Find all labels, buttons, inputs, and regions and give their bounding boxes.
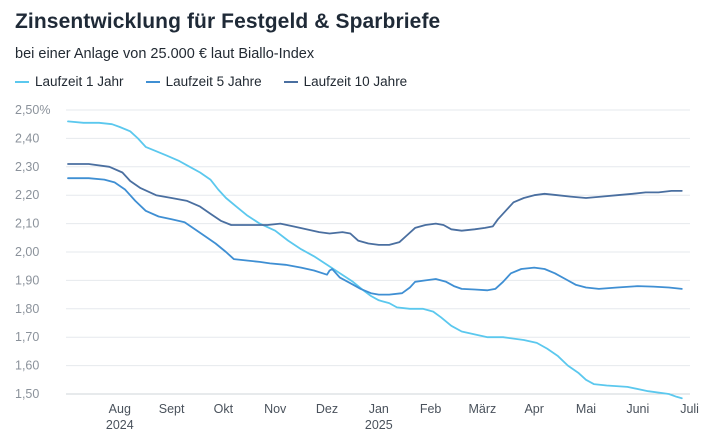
legend-swatch-1-jahr <box>15 80 29 83</box>
y-axis: 2,50% 2,40 2,30 2,20 2,10 2,00 1,90 1,80 1,70 1,6… <box>15 103 50 401</box>
y-tick-label: 1,90 <box>15 273 39 287</box>
x-tick-label: März <box>469 402 497 416</box>
x-tick-label: Juni <box>626 402 649 416</box>
chart-title: Zinsentwicklung für Festgeld & Sparbrief… <box>15 10 441 33</box>
x-tick-label: Sept <box>159 402 185 416</box>
x-tick-label: Mai <box>576 402 596 416</box>
chart-subtitle: bei einer Anlage von 25.000 € laut Biall… <box>15 46 315 62</box>
y-tick-label: 2,00 <box>15 245 39 259</box>
gridlines <box>66 109 690 395</box>
y-tick-label: 1,60 <box>15 359 39 373</box>
y-tick-label: 1,80 <box>15 302 39 316</box>
y-tick-label: 1,70 <box>15 330 39 344</box>
x-tick-label: Juli <box>680 402 699 416</box>
y-tick-label: 1,50 <box>15 387 39 401</box>
legend-item-1-jahr[interactable]: Laufzeit 1 Jahr <box>15 74 124 89</box>
x-tick-label: Aug <box>109 402 131 416</box>
y-tick-label: 2,50% <box>15 103 50 117</box>
x-tick-year-label: 2025 <box>365 418 393 432</box>
legend-label-5-jahre: Laufzeit 5 Jahre <box>165 74 262 89</box>
series-line-10-jahre[interactable] <box>67 163 683 246</box>
y-tick-label: 2,30 <box>15 160 39 174</box>
series-lines <box>67 120 683 400</box>
x-tick-label: Apr <box>524 402 543 416</box>
series-line-5-jahre[interactable] <box>67 177 683 296</box>
legend: Laufzeit 1 Jahr Laufzeit 5 Jahre Laufzei… <box>15 74 407 89</box>
x-tick-label: Feb <box>420 402 442 416</box>
legend-item-5-jahre[interactable]: Laufzeit 5 Jahre <box>145 74 262 89</box>
series-line-1-jahr[interactable] <box>67 120 683 400</box>
x-tick-year-label: 2024 <box>106 418 134 432</box>
legend-label-1-jahr: Laufzeit 1 Jahr <box>35 74 124 89</box>
legend-label-10-jahre: Laufzeit 10 Jahre <box>303 74 408 89</box>
x-tick-label: Jan <box>369 402 389 416</box>
legend-swatch-10-jahre <box>283 80 298 83</box>
y-tick-label: 2,40 <box>15 131 39 145</box>
legend-item-10-jahre[interactable]: Laufzeit 10 Jahre <box>283 74 408 89</box>
x-tick-label: Okt <box>214 402 234 416</box>
x-tick-label: Nov <box>264 402 287 416</box>
y-tick-label: 2,10 <box>15 217 39 231</box>
y-tick-label: 2,20 <box>15 188 39 202</box>
x-axis: Aug 2024 Sept Okt Nov Dez Jan 2025 Feb März Apr Mai… <box>106 402 699 432</box>
x-tick-label: Dez <box>316 402 338 416</box>
legend-swatch-5-jahre <box>145 80 160 83</box>
